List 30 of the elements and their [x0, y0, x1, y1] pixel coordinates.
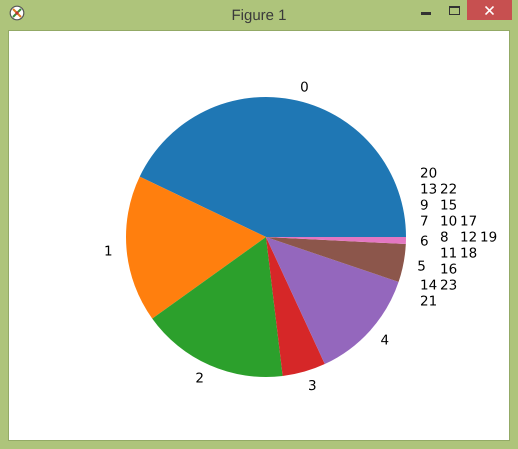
category-label: 23: [440, 278, 458, 294]
category-label: 10: [440, 214, 458, 230]
category-label: 19: [480, 230, 498, 246]
category-label: 12: [460, 230, 478, 246]
category-label: 13: [420, 182, 438, 198]
category-label: 20: [420, 166, 438, 182]
category-label: 15: [440, 198, 458, 214]
category-label: 14: [420, 278, 438, 294]
chart-title: Figure 1: [231, 7, 287, 24]
category-label: 7: [420, 214, 429, 230]
pie-slice: [266, 237, 399, 364]
slice-label: 1: [104, 243, 113, 260]
category-label: 11: [440, 246, 458, 262]
pie-slice: [266, 237, 325, 376]
slice-label: 4: [380, 332, 390, 349]
category-label: 18: [460, 246, 478, 262]
category-label: 21: [420, 294, 438, 310]
category-label: 16: [440, 262, 458, 278]
category-label: 17: [460, 214, 478, 230]
pie-slice: [140, 97, 406, 237]
category-label: 22: [440, 182, 458, 198]
category-label: 9: [420, 198, 429, 214]
slice-label: 3: [308, 378, 317, 394]
category-label: 8: [440, 230, 449, 246]
slice-label: 5: [417, 258, 426, 275]
slice-label: 2: [195, 370, 204, 387]
slice-label: 6: [420, 234, 429, 250]
pie-slice: [126, 176, 266, 319]
pie-slice: [266, 237, 406, 282]
slice-label: 0: [300, 80, 309, 96]
